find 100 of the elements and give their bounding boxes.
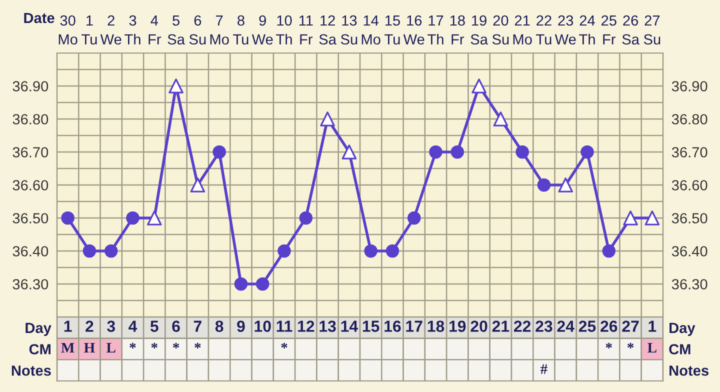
- x-tick-label: 25 Fr: [602, 15, 616, 44]
- text: H: [84, 342, 95, 353]
- text: *: [606, 342, 612, 348]
- x-tick-label: 10: [254, 320, 271, 332]
- x-tick-label: 12 Sa: [319, 15, 336, 45]
- x-tick-label: 1: [64, 320, 72, 332]
- x-tick-label: 14: [341, 320, 358, 332]
- point: [342, 144, 357, 160]
- x-tick-label: 21 Mo: [513, 15, 532, 45]
- point: [537, 178, 551, 192]
- x-tick-label: 17: [406, 320, 422, 332]
- x-tick-label: 4: [128, 320, 138, 332]
- x-tick-label: 13: [320, 320, 336, 332]
- y-tick-label: 36.80: [12, 114, 48, 124]
- text: L: [648, 342, 656, 353]
- x-tick-label: 24: [557, 320, 574, 332]
- x-tick-label: 10 Th: [276, 15, 292, 44]
- x-tick-label: 11: [276, 320, 292, 332]
- x-tick-label: 7: [194, 320, 202, 332]
- x-tick-label: 19 Sa: [470, 15, 488, 45]
- x-tick-label: 17 Th: [428, 16, 444, 44]
- point: [146, 210, 162, 226]
- point: [580, 145, 594, 159]
- x-tick-label: 1: [648, 320, 656, 332]
- y-tick-label: 36.40: [12, 246, 48, 256]
- point: [212, 145, 226, 159]
- x-tick-label: 13 Su: [340, 15, 358, 45]
- x-tick-label: 1 Tu: [82, 16, 97, 45]
- point: [256, 277, 270, 291]
- point: [364, 244, 378, 258]
- point: [234, 277, 248, 291]
- point: [558, 178, 574, 192]
- point: [126, 211, 140, 225]
- point: [516, 145, 529, 159]
- point: [472, 78, 486, 94]
- text: *: [281, 342, 288, 348]
- point: [450, 145, 464, 159]
- x-tick-label: 5: [150, 320, 158, 332]
- point: [104, 244, 118, 258]
- text: L: [106, 342, 116, 353]
- x-tick-label: 4 Fr: [148, 16, 162, 44]
- text: *: [627, 342, 634, 348]
- text: #: [540, 364, 548, 374]
- point: [320, 112, 335, 126]
- x-tick-label: 9 We: [252, 15, 273, 45]
- text: *: [172, 342, 180, 348]
- y-tick-label: 36.90: [12, 81, 48, 92]
- x-tick-label: 14 Mo: [362, 16, 380, 45]
- x-tick-label: 5 Sa: [168, 16, 185, 45]
- point: [190, 178, 206, 192]
- x-tick-label: 11 Fr: [299, 16, 313, 44]
- x-tick-label: 23 We: [554, 15, 576, 45]
- x-tick-label: 22 Tu: [536, 15, 552, 45]
- x-tick-label: 19: [450, 320, 466, 332]
- x-tick-label: 25: [578, 320, 596, 332]
- text: *: [130, 342, 136, 348]
- x-tick-label: 7 Mo: [210, 16, 229, 45]
- x-axis-title: Day: [26, 322, 52, 336]
- y-tick-label: 36.70: [12, 147, 48, 158]
- x-tick-label: 16 We: [403, 15, 424, 45]
- x-tick-label: 9: [237, 320, 245, 332]
- x-tick-label: 20 Su: [492, 15, 509, 45]
- x-tick-label: 23: [536, 320, 552, 332]
- point: [82, 244, 96, 258]
- x-tick-label: 15: [362, 320, 380, 332]
- point: [386, 244, 400, 258]
- x-tick-label: 6: [172, 320, 180, 332]
- x-tick-label: 8: [215, 320, 224, 332]
- text: M: [61, 342, 74, 353]
- x-tick-label: 27 Su: [644, 15, 660, 45]
- y-tick-label: 36.50: [12, 213, 48, 224]
- point: [168, 78, 184, 94]
- x-tick-label: 26: [600, 320, 618, 332]
- x-tick-label: 27: [622, 320, 639, 332]
- point: [61, 211, 74, 225]
- point: [299, 211, 313, 225]
- point: [429, 145, 442, 159]
- text: Day: [670, 322, 696, 336]
- text: *: [151, 342, 158, 348]
- y-tick-label: 36.30: [12, 279, 48, 290]
- x-tick-label: 8 Tu: [233, 15, 248, 45]
- x-tick-label: 21: [492, 320, 510, 332]
- y-tick-label: 36.60: [12, 180, 48, 190]
- x-tick-label: 3 Th: [124, 15, 140, 44]
- x-tick-label: 6 Su: [189, 15, 206, 45]
- x-tick-label: 26 Sa: [622, 15, 640, 45]
- x-tick-label: 20: [470, 320, 488, 332]
- point: [493, 112, 508, 126]
- text: *: [194, 342, 201, 348]
- x-tick-label: 2: [86, 320, 94, 332]
- x-tick-label: 30 Mo: [58, 15, 78, 45]
- x-tick-label: 18: [428, 320, 444, 332]
- x-tick-label: 15 Tu: [384, 16, 400, 45]
- x-tick-label: 22: [514, 320, 531, 332]
- point: [407, 211, 421, 225]
- x-tick-label: 16: [384, 320, 401, 332]
- x-tick-label: 2 We: [100, 15, 122, 45]
- point: [602, 244, 616, 258]
- x-tick-label: 3: [107, 320, 115, 332]
- x-tick-label: 24 Th: [579, 15, 595, 44]
